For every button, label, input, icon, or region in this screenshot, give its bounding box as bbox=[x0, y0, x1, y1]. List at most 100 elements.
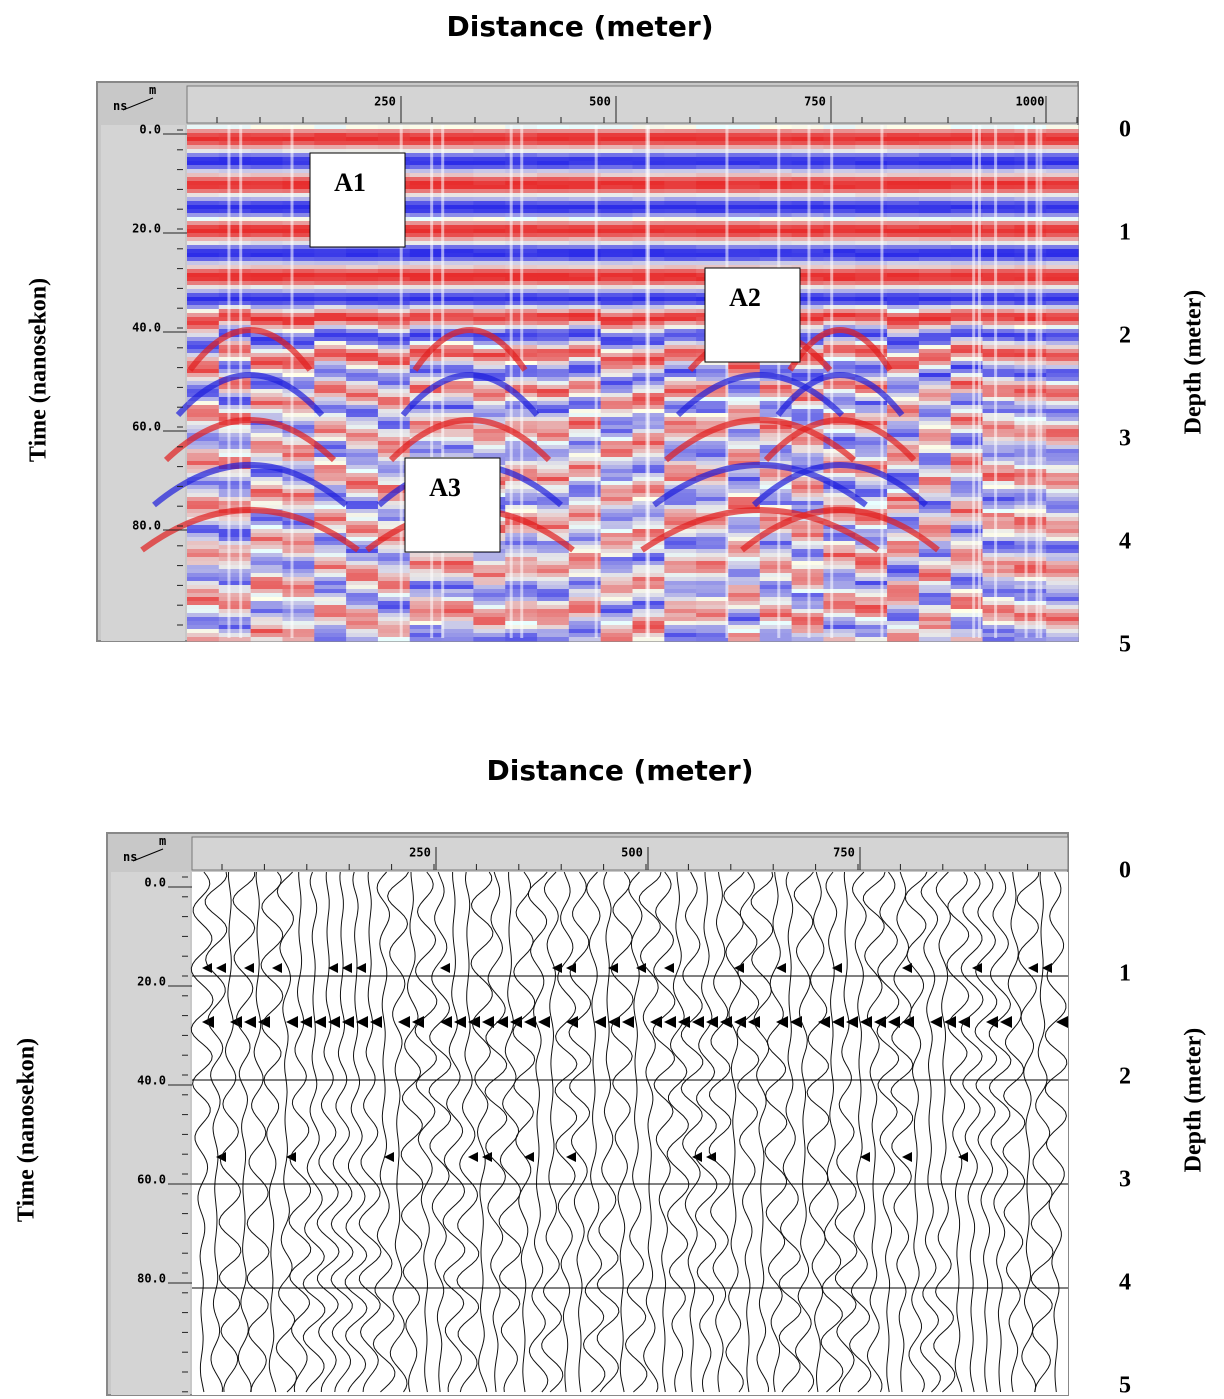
radar-cell bbox=[1046, 597, 1079, 602]
wiggle-peak bbox=[468, 1152, 478, 1162]
radar-cell bbox=[473, 241, 506, 246]
radar-cell bbox=[1046, 421, 1079, 426]
radar-cell bbox=[887, 581, 920, 586]
radar-cell bbox=[187, 553, 220, 558]
radar-cell bbox=[696, 157, 729, 162]
wiggle-peak bbox=[930, 1016, 942, 1028]
radar-cell bbox=[950, 165, 984, 170]
wiggle-peak bbox=[370, 1016, 382, 1028]
radar-cell bbox=[377, 137, 411, 142]
radar-cell bbox=[187, 317, 220, 322]
radar-cell bbox=[473, 633, 506, 638]
radar-cell bbox=[314, 133, 347, 138]
radar-cell bbox=[473, 609, 506, 614]
wiggle-trace bbox=[442, 872, 466, 1393]
radar-cell bbox=[537, 165, 570, 170]
radar-cell bbox=[187, 633, 220, 638]
radar-cell bbox=[187, 489, 220, 494]
radar-cell bbox=[346, 549, 379, 554]
radar-cell bbox=[409, 449, 443, 454]
radar-cell bbox=[346, 281, 379, 286]
radar-cell bbox=[409, 169, 443, 174]
radar-cell bbox=[409, 297, 443, 302]
radar-cell bbox=[887, 381, 920, 386]
radar-cell bbox=[568, 557, 602, 562]
radar-cell bbox=[441, 153, 474, 158]
radar-cell bbox=[759, 169, 793, 174]
radar-cell bbox=[887, 405, 920, 410]
radar-cell bbox=[823, 605, 856, 610]
radar-cell bbox=[409, 385, 443, 390]
radar-cell bbox=[823, 393, 856, 398]
radar-cell bbox=[282, 593, 315, 598]
radar-cell bbox=[887, 609, 920, 614]
radar-cell bbox=[409, 629, 443, 634]
radar-cell bbox=[409, 313, 443, 318]
radar-cell bbox=[568, 405, 602, 410]
radar-cell bbox=[950, 149, 984, 154]
radar-cell bbox=[441, 333, 474, 338]
radar-cell bbox=[187, 569, 220, 574]
radar-cell bbox=[314, 253, 347, 258]
radar-cell bbox=[759, 513, 793, 518]
radar-cell bbox=[441, 565, 474, 570]
radar-cell bbox=[377, 389, 411, 394]
radar-cell bbox=[250, 169, 284, 174]
radar-cell bbox=[823, 177, 856, 182]
radar-cell bbox=[187, 409, 220, 414]
wiggle-peak bbox=[566, 1152, 576, 1162]
radar-cell bbox=[1014, 373, 1047, 378]
radar-cell bbox=[759, 249, 793, 254]
radar-cell bbox=[282, 217, 315, 222]
radar-cell bbox=[314, 433, 347, 438]
radar-cell bbox=[1014, 585, 1047, 590]
radar-cell bbox=[568, 393, 602, 398]
corner-unit: ns bbox=[113, 99, 127, 113]
radar-cell bbox=[218, 273, 252, 278]
radar-cell bbox=[537, 601, 570, 606]
radar-cell bbox=[600, 601, 634, 606]
radar-cell bbox=[218, 133, 252, 138]
radar-cell bbox=[441, 425, 474, 430]
radar-cell bbox=[664, 137, 697, 142]
radar-cell bbox=[250, 449, 284, 454]
radar-cell bbox=[982, 137, 1015, 142]
radar-cell bbox=[218, 529, 252, 534]
wiggle-peak bbox=[328, 963, 338, 973]
radar-cell bbox=[823, 169, 856, 174]
radar-cell bbox=[696, 181, 729, 186]
radar-cell bbox=[1014, 473, 1047, 478]
radar-cell bbox=[473, 401, 506, 406]
radar-cell bbox=[568, 361, 602, 366]
radar-cell bbox=[441, 393, 474, 398]
radar-cell bbox=[473, 601, 506, 606]
radar-cell bbox=[250, 125, 284, 130]
radar-cell bbox=[346, 477, 379, 482]
radar-cell bbox=[982, 221, 1015, 226]
radar-cell bbox=[187, 205, 220, 210]
radar-cell bbox=[982, 357, 1015, 362]
radar-cell bbox=[218, 629, 252, 634]
radar-cell bbox=[441, 613, 474, 618]
radar-cell bbox=[1046, 233, 1079, 238]
radar-cell bbox=[950, 169, 984, 174]
radar-cell bbox=[187, 197, 220, 202]
radar-cell bbox=[1046, 369, 1079, 374]
wiggle-peak bbox=[776, 963, 786, 973]
radar-cell bbox=[473, 165, 506, 170]
radar-cell bbox=[823, 473, 856, 478]
radar-cell bbox=[823, 517, 856, 522]
radar-cell bbox=[441, 197, 474, 202]
wiggle-trace bbox=[330, 871, 354, 1393]
radar-cell bbox=[1046, 489, 1079, 494]
radar-cell bbox=[1046, 385, 1079, 390]
radar-cell bbox=[759, 621, 793, 626]
radar-cell bbox=[918, 165, 952, 170]
radar-cell bbox=[1014, 245, 1047, 250]
radar-cell bbox=[759, 625, 793, 630]
radar-cell bbox=[696, 221, 729, 226]
wiggle-trace bbox=[1030, 871, 1054, 1393]
radar-cell bbox=[537, 141, 570, 146]
radar-cell bbox=[250, 513, 284, 518]
radar-cell bbox=[759, 569, 793, 574]
